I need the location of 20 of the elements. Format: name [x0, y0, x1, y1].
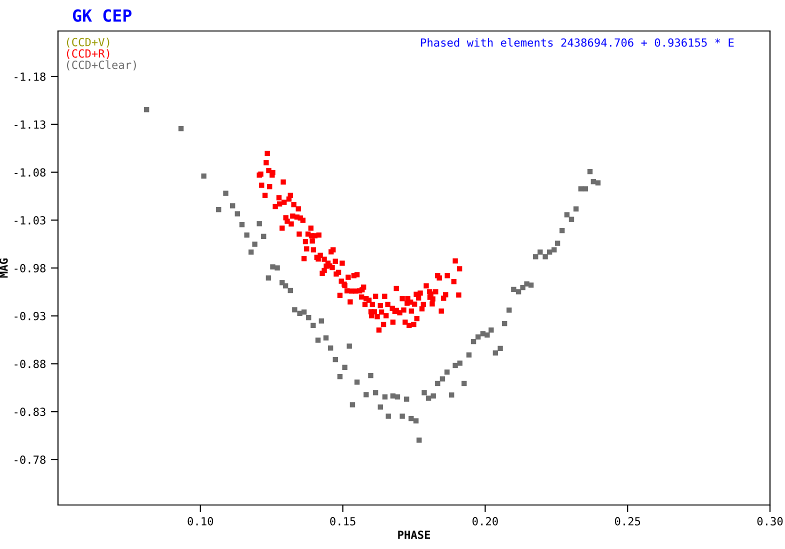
- x-tick-label: 0.15: [330, 517, 356, 526]
- legend-label: (CCD+V): [66, 38, 110, 48]
- y-tick-label: -0.88: [14, 360, 46, 368]
- y-tick-label: -0.83: [14, 408, 46, 416]
- x-tick-label: 0.10: [188, 517, 214, 526]
- text: (CCD+Clear): [66, 60, 136, 70]
- y-tick-label: -1.03: [14, 216, 46, 225]
- annotation: Phased with elements 2438694.706 + 0.936155 * E: [421, 38, 734, 47]
- y-tick-label: -1.08: [14, 168, 46, 177]
- x-tick-label: 0.30: [757, 517, 783, 526]
- y-tick-label: -1.18: [14, 72, 46, 81]
- x-axis-title: PHASE: [398, 530, 430, 539]
- y-tick-label: -0.93: [14, 312, 46, 320]
- y-tick-label: -0.98: [14, 264, 46, 272]
- y-tick-label: -0.78: [14, 456, 46, 464]
- x-tick-label: 0.20: [472, 517, 498, 526]
- chart-title: GK CEP: [72, 9, 132, 22]
- text: (CCD+R): [66, 49, 110, 59]
- y-tick-label: -1.13: [14, 120, 46, 129]
- x-tick-label: 0.25: [614, 517, 640, 526]
